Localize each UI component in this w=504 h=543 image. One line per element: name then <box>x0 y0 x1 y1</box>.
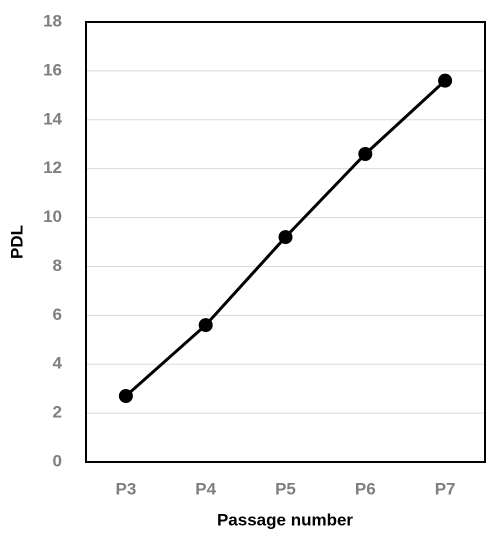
y-tick-label: 10 <box>43 207 62 226</box>
x-tick-label: P6 <box>355 479 376 498</box>
marker <box>278 230 293 245</box>
y-tick-label: 0 <box>53 451 62 470</box>
x-tick-label: P7 <box>435 479 456 498</box>
y-tick-label: 12 <box>43 158 62 177</box>
y-tick-label: 4 <box>53 354 63 373</box>
y-axis-title: PDL <box>7 225 26 259</box>
x-tick-label: P3 <box>116 479 137 498</box>
y-tick-label: 8 <box>53 256 62 275</box>
y-tick-label: 18 <box>43 11 62 30</box>
y-tick-label: 16 <box>43 60 62 79</box>
plot-frame <box>85 21 486 463</box>
marker <box>438 73 453 88</box>
y-tick-label: 2 <box>53 403 62 422</box>
marker <box>118 389 133 403</box>
marker <box>358 147 373 161</box>
x-tick-label: P4 <box>195 479 216 498</box>
x-tick-label: P5 <box>275 479 296 498</box>
x-axis-title: Passage number <box>217 510 353 529</box>
y-tick-label: 14 <box>43 109 62 128</box>
y-tick-label: 6 <box>53 305 62 324</box>
marker <box>198 318 213 333</box>
